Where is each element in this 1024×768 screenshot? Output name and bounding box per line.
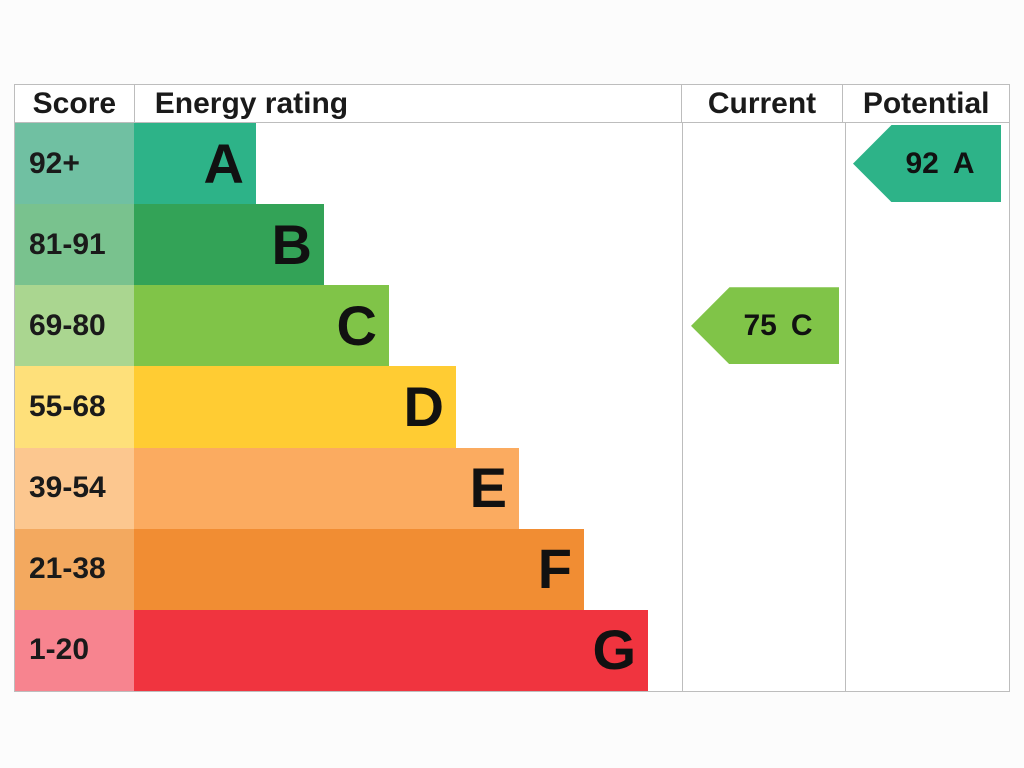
table-header-row: Score Energy rating Current Potential xyxy=(15,85,1009,123)
rating-bar: F xyxy=(134,528,584,610)
score-cell: 81-91 xyxy=(15,204,134,286)
band-row-g: 1-20 G xyxy=(15,609,1009,691)
band-row-f: 21-38 F xyxy=(15,528,1009,610)
rating-bar: E xyxy=(134,447,519,529)
current-cell xyxy=(682,447,845,529)
potential-cell xyxy=(845,609,1013,691)
potential-score: 92 xyxy=(905,146,939,180)
header-current: Current xyxy=(680,85,843,122)
band-row-d: 55-68 D xyxy=(15,366,1009,448)
current-cell: 75 C xyxy=(682,285,845,367)
rating-cell: D xyxy=(134,366,682,448)
rating-cell: F xyxy=(134,528,682,610)
current-cell xyxy=(682,204,845,286)
header-score: Score xyxy=(32,86,117,120)
rating-bar: A xyxy=(134,123,256,205)
header-potential: Potential xyxy=(842,85,1009,122)
potential-arrow: 92 A xyxy=(853,125,1001,203)
current-cell xyxy=(682,123,845,205)
potential-letter: A xyxy=(952,146,975,180)
potential-cell xyxy=(845,204,1013,286)
rating-cell: B xyxy=(134,204,682,286)
potential-cell xyxy=(845,447,1013,529)
rating-cell: C xyxy=(134,285,682,367)
header-energy-rating: Energy rating xyxy=(133,85,681,122)
potential-cell xyxy=(845,528,1013,610)
potential-cell xyxy=(845,366,1013,448)
current-score: 75 xyxy=(743,308,777,342)
potential-cell xyxy=(845,285,1013,367)
rating-bar: C xyxy=(134,285,389,367)
band-row-a: 92+ A 92 A xyxy=(15,123,1009,205)
potential-cell: 92 A xyxy=(845,123,1013,205)
score-cell: 92+ xyxy=(15,123,134,205)
rating-cell: E xyxy=(134,447,682,529)
rating-cell: G xyxy=(134,609,682,691)
score-cell: 39-54 xyxy=(15,447,134,529)
current-cell xyxy=(682,609,845,691)
score-cell: 69-80 xyxy=(15,285,134,367)
current-cell xyxy=(682,528,845,610)
band-row-e: 39-54 E xyxy=(15,447,1009,529)
epc-rating-table: Score Energy rating Current Potential 92… xyxy=(14,84,1010,692)
rating-cell: A xyxy=(134,123,682,205)
current-arrow: 75 C xyxy=(691,287,839,365)
rating-bar: G xyxy=(134,609,648,691)
rating-bar: B xyxy=(134,204,324,286)
current-letter: C xyxy=(790,308,813,342)
band-row-b: 81-91 B xyxy=(15,204,1009,286)
band-rows: 92+ A 92 A 81-91 B 69-80 C xyxy=(15,123,1009,691)
band-row-c: 69-80 C 75 C xyxy=(15,285,1009,367)
score-cell: 1-20 xyxy=(15,609,134,691)
rating-bar: D xyxy=(134,366,456,448)
score-cell: 21-38 xyxy=(15,528,134,610)
score-cell: 55-68 xyxy=(15,366,134,448)
current-cell xyxy=(682,366,845,448)
